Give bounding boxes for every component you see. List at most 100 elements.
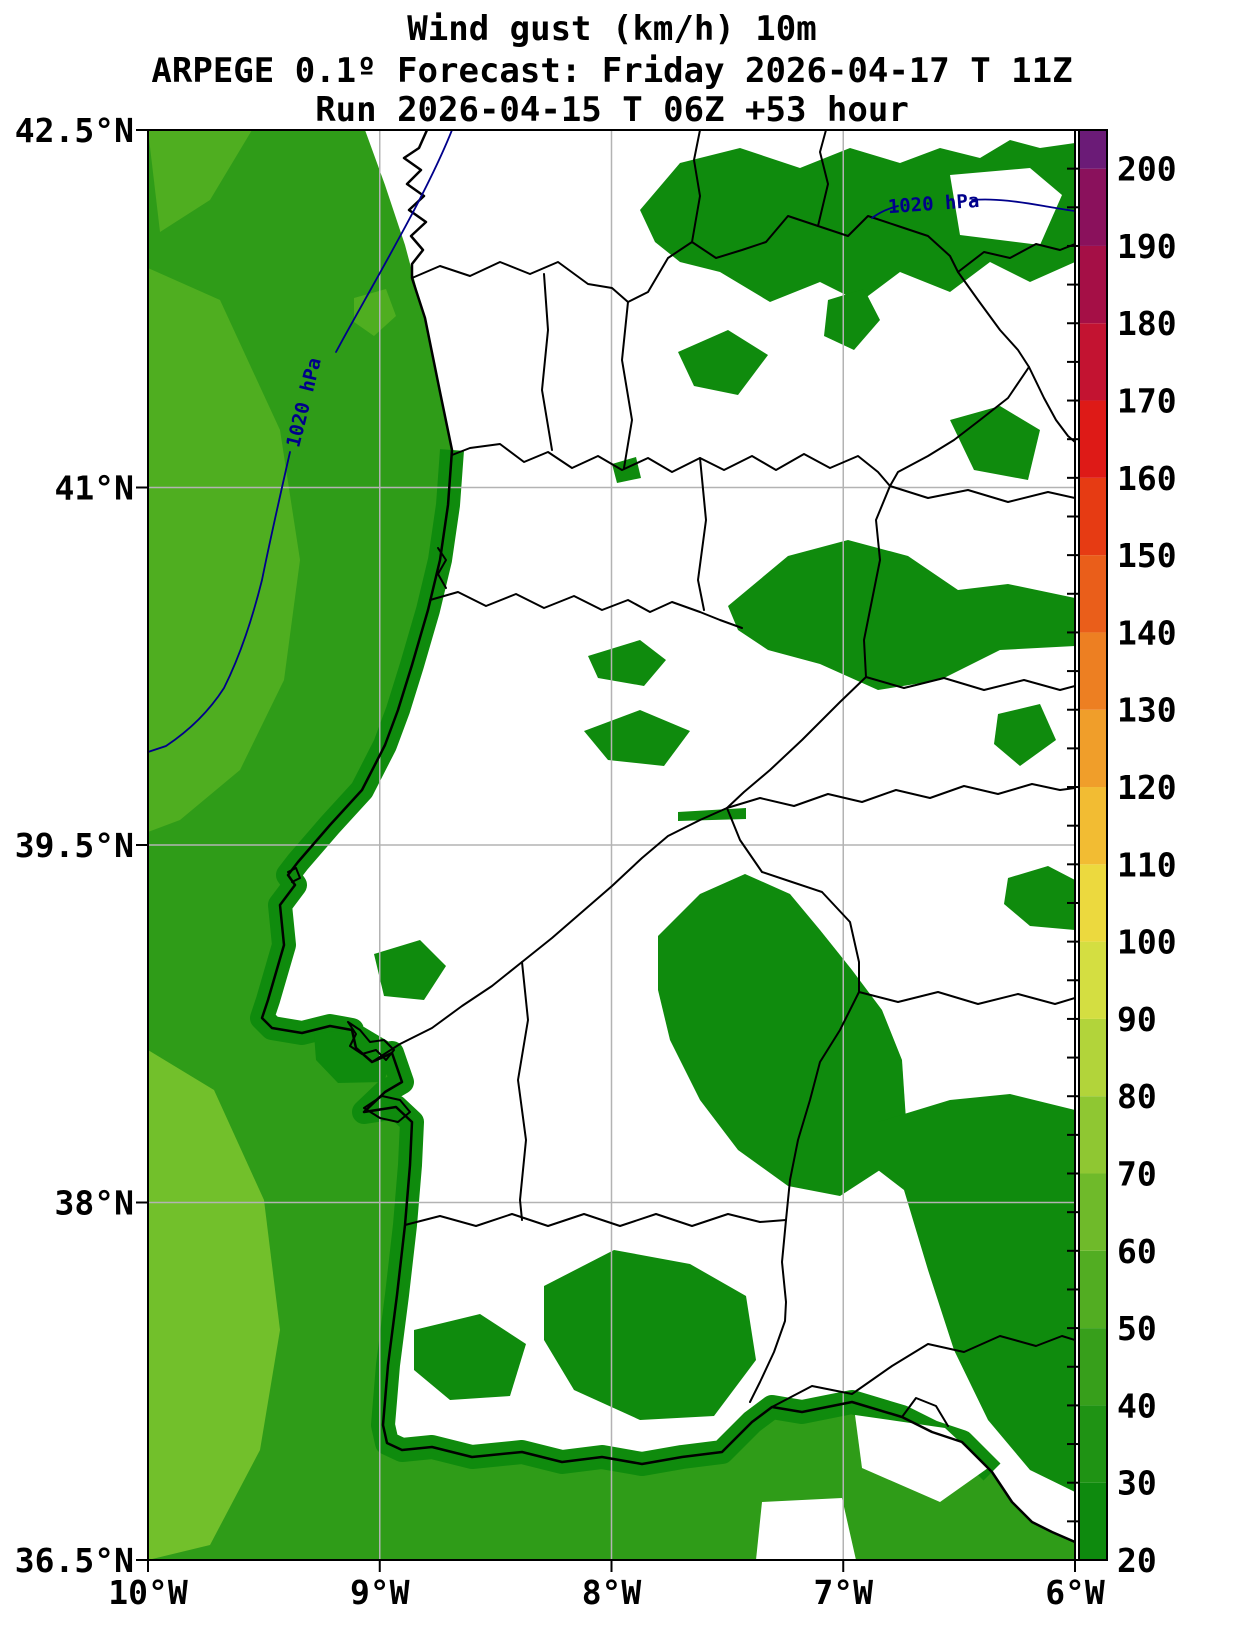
boundary-line bbox=[817, 130, 829, 227]
colorbar-tick-label: 190 bbox=[1117, 227, 1177, 266]
colorbar-tick-label: 80 bbox=[1117, 1077, 1157, 1116]
contour-region bbox=[878, 1094, 1075, 1492]
colorbar-segment bbox=[1079, 245, 1107, 324]
inland-gust-patches bbox=[314, 140, 1075, 1492]
colorbar-tick-label: 150 bbox=[1117, 536, 1177, 575]
lat-lon-gridlines bbox=[148, 130, 1075, 1560]
contour-region bbox=[584, 710, 690, 766]
isobar-1020-west bbox=[148, 451, 291, 753]
map-subtitle-run: Run 2026-04-15 T 06Z +53 hour bbox=[315, 90, 909, 130]
contour-region bbox=[756, 1498, 856, 1560]
contour-region bbox=[148, 1050, 280, 1560]
colorbar-segment bbox=[1079, 477, 1107, 556]
colorbar-tick-label: 130 bbox=[1117, 691, 1177, 730]
colorbar-tick-label: 100 bbox=[1117, 923, 1177, 962]
contour-region bbox=[414, 1314, 526, 1400]
map-plot-area: 1020 hPa 1020 hPa bbox=[148, 130, 1075, 1560]
low-gust-holes bbox=[756, 168, 1062, 1560]
colorbar-tick-label: 20 bbox=[1117, 1541, 1157, 1580]
colorbar-segment bbox=[1079, 1018, 1107, 1097]
isobar-1020-west bbox=[335, 130, 453, 353]
colorbar-tick-label: 90 bbox=[1117, 1000, 1157, 1039]
peniche-cape-line bbox=[287, 867, 301, 883]
boundary-line bbox=[517, 961, 529, 1221]
contour-region bbox=[148, 130, 252, 232]
colorbar-tick-label: 200 bbox=[1117, 150, 1177, 189]
sado-estuary-line bbox=[363, 1095, 411, 1123]
colorbar-segment bbox=[1079, 1328, 1107, 1406]
colorbar-segment bbox=[1079, 709, 1107, 788]
lon-tick-label: 6°W bbox=[1045, 1573, 1105, 1612]
isobar-1020-north bbox=[971, 198, 1075, 212]
boundary-line bbox=[957, 243, 1075, 273]
lat-tick-label: 39.5°N bbox=[15, 826, 134, 865]
colorbar-segment bbox=[1079, 1250, 1107, 1329]
boundary-line bbox=[889, 485, 1075, 503]
isobar-1020-north bbox=[871, 205, 899, 219]
boundary-line bbox=[858, 991, 1075, 1005]
lat-tick-label: 36.5°N bbox=[15, 1541, 134, 1580]
tagus-estuary-line bbox=[347, 1021, 395, 1061]
contour-region bbox=[824, 289, 880, 350]
colorbar-tick-label: 170 bbox=[1117, 382, 1177, 421]
boundary-line bbox=[1028, 366, 1075, 443]
contour-region bbox=[588, 640, 666, 686]
contour-region bbox=[994, 704, 1056, 766]
spain-portugal-border bbox=[411, 215, 1030, 1403]
boundary-line bbox=[371, 807, 728, 1063]
colorbar-frame bbox=[1078, 129, 1108, 1561]
boundary-line bbox=[901, 1397, 949, 1427]
axis-ticks bbox=[136, 129, 1076, 1572]
boundary-line bbox=[404, 1213, 787, 1227]
lon-tick-label: 8°W bbox=[582, 1573, 642, 1612]
colorbar-tick-label: 180 bbox=[1117, 304, 1177, 343]
contour-region bbox=[374, 940, 446, 1000]
colorbar-segment bbox=[1079, 864, 1107, 942]
colorbar-segment bbox=[1079, 1405, 1107, 1483]
colorbar-segment bbox=[1079, 941, 1107, 1019]
map-title: Wind gust (km/h) 10m bbox=[407, 9, 816, 49]
colorbar-tick-labels: 200 190 180 170 160 150 140 130 120 110 100 90 80 70 6… bbox=[1117, 150, 1177, 1580]
boundary-line bbox=[621, 301, 633, 469]
colorbar-tick-label: 120 bbox=[1117, 768, 1177, 807]
contour-region bbox=[855, 1415, 988, 1502]
lat-tick-label: 41°N bbox=[55, 469, 134, 508]
coastline bbox=[260, 130, 1075, 1544]
contour-region bbox=[148, 268, 300, 832]
boundary-line bbox=[429, 591, 743, 629]
district-boundaries bbox=[371, 130, 1075, 1427]
lon-tick-label: 9°W bbox=[350, 1573, 410, 1612]
aveiro-lagoon-line bbox=[437, 547, 447, 589]
boundary-line bbox=[697, 457, 707, 611]
colorbar-segment bbox=[1079, 555, 1107, 633]
longitude-axis-labels: 10°W 9°W 8°W 7°W 6°W bbox=[108, 1573, 1105, 1612]
lat-tick-label: 42.5°N bbox=[15, 111, 134, 150]
colorbar-segments bbox=[1079, 130, 1107, 1560]
colorbar-segment bbox=[1079, 323, 1107, 401]
contour-region bbox=[950, 168, 1062, 245]
boundary-line bbox=[541, 273, 553, 451]
colorbar-tick-label: 40 bbox=[1117, 1386, 1157, 1425]
colorbar-segment bbox=[1079, 1482, 1107, 1560]
boundary-line bbox=[451, 443, 891, 487]
lon-tick-label: 10°W bbox=[108, 1573, 188, 1612]
boundary-line bbox=[771, 1335, 1075, 1408]
colorbar-segment bbox=[1079, 1096, 1107, 1174]
contour-region bbox=[950, 406, 1040, 480]
colorbar-segment bbox=[1079, 400, 1107, 478]
colorbar-segment bbox=[1079, 1173, 1107, 1251]
lon-tick-label: 7°W bbox=[813, 1573, 873, 1612]
latitude-axis-labels: 42.5°N 41°N 39.5°N 38°N 36.5°N bbox=[15, 111, 134, 1580]
map-subtitle-forecast: ARPEGE 0.1º Forecast: Friday 2026-04-17 … bbox=[151, 51, 1072, 91]
colorbar-tick-label: 50 bbox=[1117, 1309, 1157, 1348]
boundary-line bbox=[726, 783, 1075, 809]
colorbar-tick-label: 70 bbox=[1117, 1155, 1157, 1194]
boundary-line bbox=[691, 130, 701, 243]
lat-tick-label: 38°N bbox=[55, 1184, 134, 1223]
colorbar-minor-ticks bbox=[1067, 129, 1079, 1561]
colorbar-tick-label: 160 bbox=[1117, 459, 1177, 498]
colorbar-tick-label: 110 bbox=[1117, 845, 1177, 884]
colorbar-segment bbox=[1079, 787, 1107, 865]
